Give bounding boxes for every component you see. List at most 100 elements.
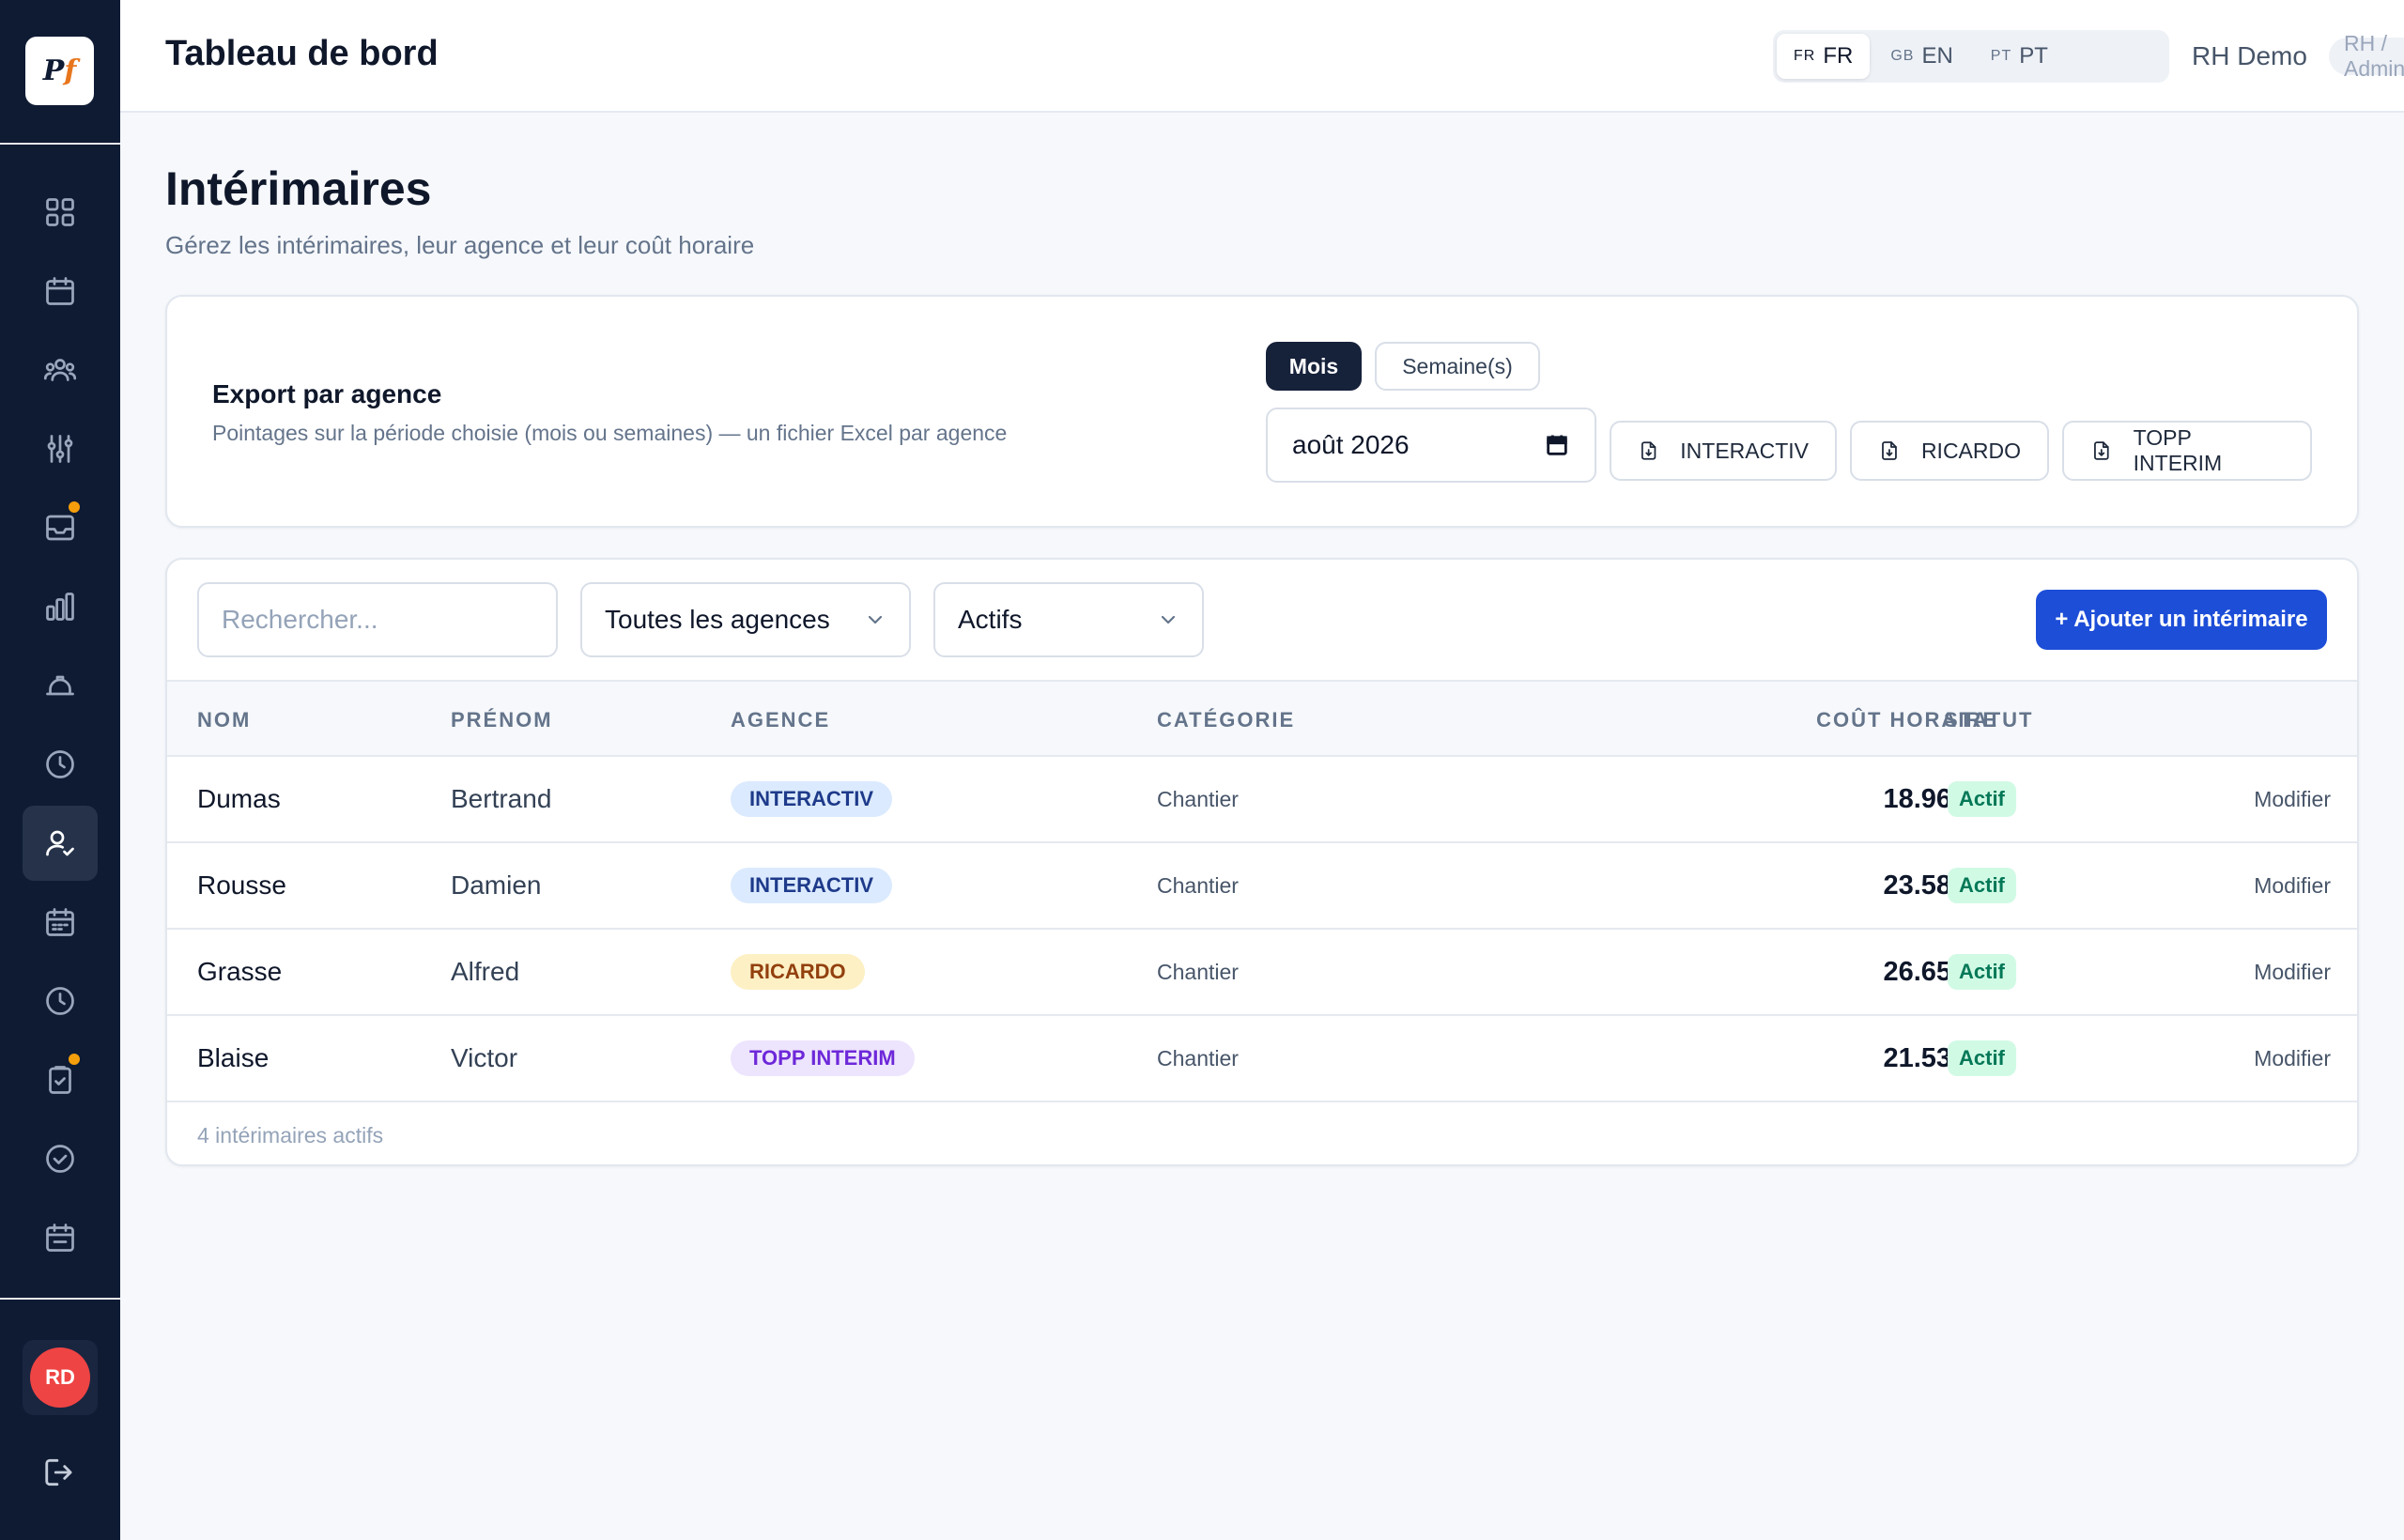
edit-link[interactable]: Modifier (2254, 1045, 2331, 1070)
table-row: Dumas Bertrand INTERACTIV Chantier 18.96… (167, 757, 2357, 843)
hard-hat-icon (46, 675, 74, 696)
calendar-icon (46, 277, 74, 305)
status-badge: Actif (1948, 954, 2016, 990)
bar-chart-icon (46, 593, 74, 621)
cell-prenom: Damien (451, 870, 542, 900)
language-label: EN (1921, 43, 1953, 69)
language-label: PT (2019, 43, 2048, 69)
calendar-days-icon (46, 1224, 74, 1252)
file-download-icon (1641, 441, 1657, 460)
file-download-icon (1882, 441, 1897, 460)
table-footer-count: 4 intérimaires actifs (197, 1123, 384, 1147)
export-ricardo-button[interactable]: RICARDO (1850, 421, 2049, 481)
column-header-cout-horaire[interactable]: COÛT HORAIRE (1816, 708, 1998, 732)
table-row: Grasse Alfred RICARDO Chantier 26.65 €/h… (167, 930, 2357, 1016)
inbox-icon (46, 515, 74, 541)
page-subtitle: Gérez les intérimaires, leur agence et l… (165, 231, 755, 259)
table-row: Rousse Damien INTERACTIV Chantier 23.58 … (167, 843, 2357, 930)
user-avatar-button[interactable]: RD (23, 1340, 98, 1415)
sidebar-item-absences[interactable] (23, 1200, 98, 1275)
column-header-agence[interactable]: AGENCE (731, 708, 831, 732)
notification-dot (67, 1052, 82, 1067)
role-badge: RH / Admin (2329, 31, 2404, 81)
temp-workers-table-card: Toutes les agences Actifs + Ajouter un i… (165, 558, 2359, 1166)
export-title: Export par agence (212, 379, 442, 408)
language-fr-button[interactable]: FR FR (1777, 34, 1871, 79)
app-logo[interactable]: Pf (25, 37, 94, 105)
language-en-button[interactable]: GB EN (1873, 34, 1969, 79)
notification-dot (67, 500, 82, 515)
cell-nom: Dumas (197, 784, 281, 813)
cell-agence: RICARDO (731, 930, 865, 1014)
export-button-label: TOPP INTERIM (2133, 425, 2223, 475)
export-description: Pointages sur la période choisie (mois o… (212, 421, 1008, 445)
cell-statut: Actif (1948, 843, 2016, 928)
export-interactiv-button[interactable]: INTERACTIV (1610, 421, 1837, 481)
column-header-nom[interactable]: NOM (197, 708, 252, 732)
sidebar-item-schedule[interactable] (23, 885, 98, 960)
cell-nom: Grasse (197, 957, 283, 986)
edit-link[interactable]: Modifier (2254, 786, 2331, 811)
cell-categorie: Chantier (1157, 1045, 1239, 1070)
language-pt-button[interactable]: PT PT (1974, 34, 2065, 79)
sidebar-item-settings[interactable] (23, 411, 98, 486)
column-header-prenom[interactable]: PRÉNOM (451, 708, 553, 732)
column-header-statut[interactable]: STATUT (1944, 708, 2034, 732)
sidebar-item-temp-workers[interactable] (23, 806, 98, 881)
chevron-down-icon (1161, 615, 1176, 624)
sidebar-item-dashboard[interactable] (23, 175, 98, 250)
status-badge: Actif (1948, 1040, 2016, 1076)
status-filter-select[interactable]: Actifs (933, 582, 1204, 657)
export-card: Export par agence Pointages sur la pério… (165, 295, 2359, 528)
language-switcher: FR FR GB EN PT PT (1773, 30, 2169, 83)
cell-nom: Blaise (197, 1043, 270, 1072)
page-title: Intérimaires (165, 162, 432, 215)
search-input[interactable] (197, 582, 558, 657)
cell-categorie: Chantier (1157, 786, 1239, 811)
chevron-down-icon (868, 615, 883, 624)
language-label: FR (1823, 43, 1854, 69)
logout-button[interactable] (23, 1435, 98, 1510)
column-header-categorie[interactable]: CATÉGORIE (1157, 708, 1296, 732)
table-row: Blaise Victor TOPP INTERIM Chantier 21.5… (167, 1016, 2357, 1102)
calendar-icon (1547, 435, 1567, 455)
edit-link[interactable]: Modifier (2254, 959, 2331, 984)
cell-categorie: Chantier (1157, 959, 1239, 984)
cell-agence: TOPP INTERIM (731, 1016, 915, 1101)
clock-icon (46, 750, 74, 778)
flag-gb-icon: GB (1890, 48, 1915, 64)
logout-icon (45, 1458, 72, 1486)
export-button-label: INTERACTIV (1680, 438, 1809, 463)
cell-nom: Rousse (197, 870, 286, 900)
edit-link[interactable]: Modifier (2254, 872, 2331, 898)
period-weeks-toggle[interactable]: Semaine(s) (1375, 342, 1540, 391)
month-value: août 2026 (1292, 430, 1410, 459)
flag-fr-icon: FR (1794, 48, 1816, 64)
sidebar-item-approvals[interactable] (23, 1042, 98, 1117)
sidebar-item-validation[interactable] (23, 1121, 98, 1196)
agency-tag: TOPP INTERIM (731, 1040, 915, 1076)
month-picker-input[interactable]: août 2026 (1266, 408, 1596, 483)
sidebar-item-timesheets[interactable] (23, 963, 98, 1039)
agency-tag: RICARDO (731, 954, 865, 990)
sidebar-divider (0, 143, 120, 145)
add-temp-worker-button[interactable]: + Ajouter un intérimaire (2036, 590, 2327, 650)
sidebar-item-sites[interactable] (23, 648, 98, 723)
period-month-toggle[interactable]: Mois (1266, 342, 1362, 391)
sidebar-item-hours[interactable] (23, 727, 98, 802)
sliders-icon (47, 435, 73, 463)
users-icon (43, 359, 77, 381)
agency-tag: INTERACTIV (731, 781, 892, 817)
sidebar: Pf RD (0, 0, 120, 1540)
agency-filter-select[interactable]: Toutes les agences (580, 582, 911, 657)
grid-icon (46, 198, 74, 226)
status-badge: Actif (1948, 868, 2016, 903)
sidebar-item-planning[interactable] (23, 254, 98, 329)
sidebar-item-employees[interactable] (23, 332, 98, 408)
sidebar-item-inbox[interactable] (23, 490, 98, 565)
file-download-icon (2094, 441, 2109, 460)
export-topp-interim-button[interactable]: TOPP INTERIM (2062, 421, 2312, 481)
user-check-icon (46, 830, 74, 856)
cell-categorie: Chantier (1157, 872, 1239, 898)
sidebar-item-reports[interactable] (23, 569, 98, 644)
